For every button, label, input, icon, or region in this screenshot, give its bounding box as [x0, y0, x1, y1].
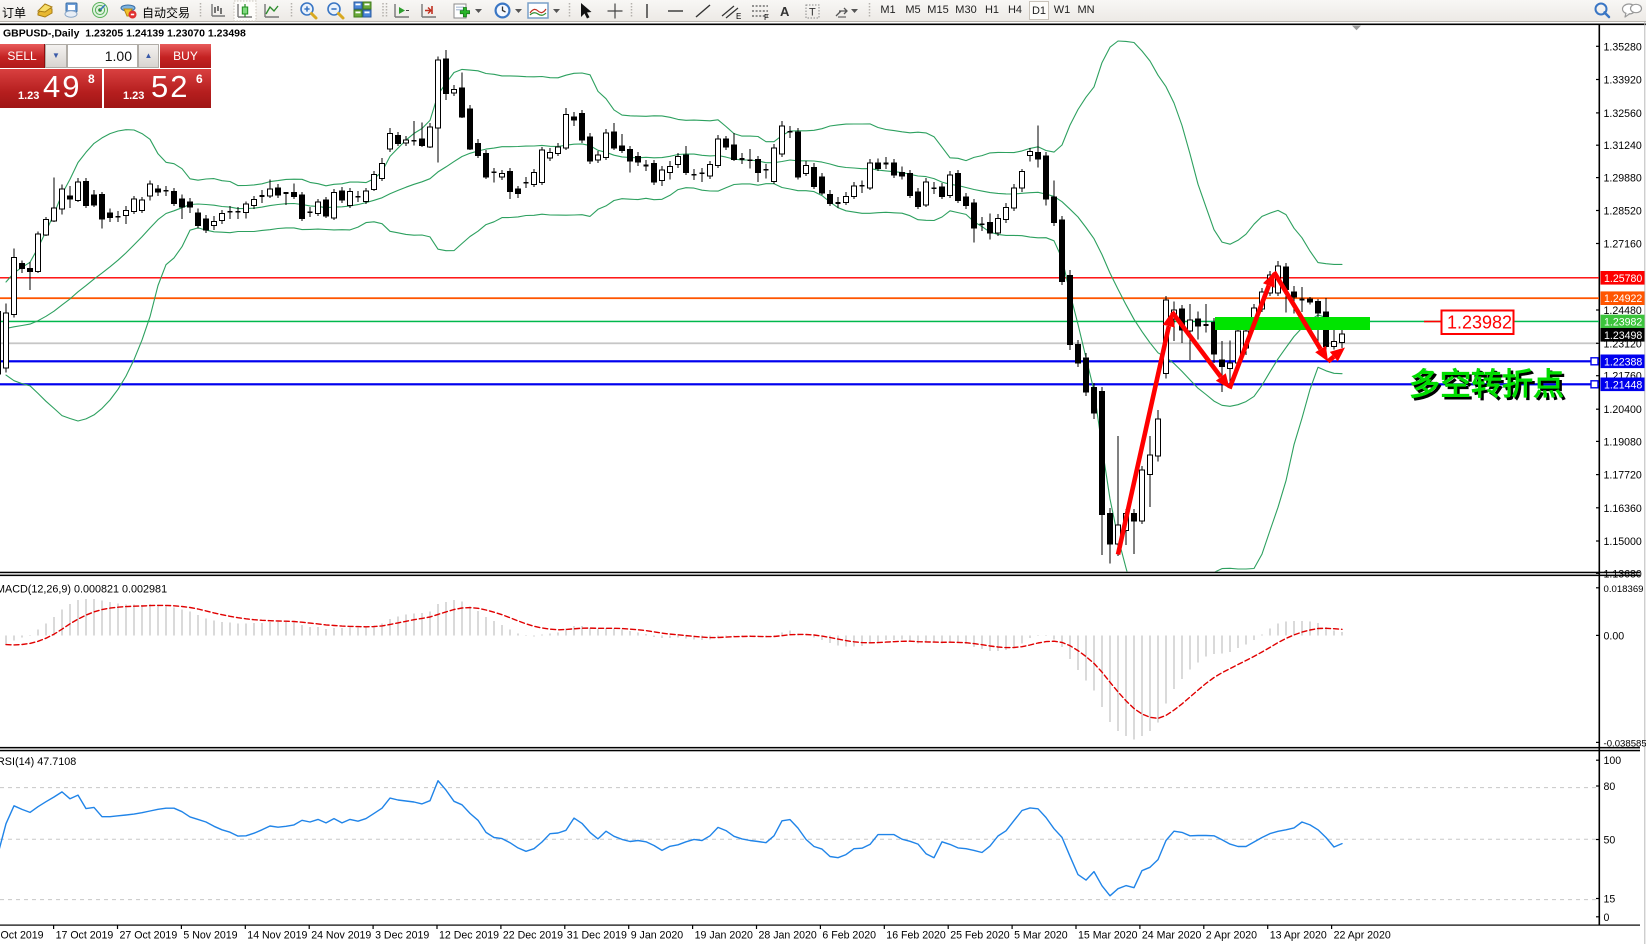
- svg-text:17 Oct 2019: 17 Oct 2019: [56, 930, 114, 942]
- svg-text:1.22388: 1.22388: [1604, 356, 1642, 368]
- svg-text:A: A: [780, 4, 790, 19]
- svg-text:1.32560: 1.32560: [1604, 108, 1642, 120]
- svg-text:22 Dec 2019: 22 Dec 2019: [503, 930, 563, 942]
- svg-text:9 Jan 2020: 9 Jan 2020: [631, 930, 684, 942]
- svg-text:1.28520: 1.28520: [1604, 206, 1642, 218]
- svg-text:2 Apr 2020: 2 Apr 2020: [1206, 930, 1257, 942]
- svg-text:1.23982: 1.23982: [1447, 313, 1512, 333]
- svg-text:27 Oct 2019: 27 Oct 2019: [120, 930, 178, 942]
- svg-text:24 Nov 2019: 24 Nov 2019: [311, 930, 371, 942]
- svg-text:1.17720: 1.17720: [1604, 470, 1642, 482]
- svg-text:多空转折点: 多空转折点: [1409, 367, 1564, 402]
- svg-text:1.31240: 1.31240: [1604, 140, 1642, 152]
- svg-text:1.23982: 1.23982: [1604, 317, 1642, 329]
- svg-text:1.24922: 1.24922: [1604, 293, 1642, 305]
- svg-text:1.24480: 1.24480: [1604, 305, 1642, 317]
- svg-text:0.018369: 0.018369: [1604, 584, 1644, 595]
- svg-text:5 Nov 2019: 5 Nov 2019: [183, 930, 237, 942]
- svg-text:3 Dec 2019: 3 Dec 2019: [375, 930, 429, 942]
- svg-text:1.13680: 1.13680: [1604, 568, 1642, 580]
- svg-text:GBPUSD-,Daily 1.23205 1.24139: GBPUSD-,Daily 1.23205 1.24139 1.23070 1.…: [3, 28, 246, 40]
- svg-text:100: 100: [1604, 755, 1622, 767]
- svg-text:-0.038585: -0.038585: [1604, 738, 1646, 749]
- svg-text:31 Dec 2019: 31 Dec 2019: [567, 930, 627, 942]
- svg-text:1.27160: 1.27160: [1604, 239, 1642, 251]
- svg-text:12 Dec 2019: 12 Dec 2019: [439, 930, 499, 942]
- svg-text:E: E: [736, 12, 741, 21]
- svg-text:6 Feb 2020: 6 Feb 2020: [822, 930, 876, 942]
- svg-text:1.21448: 1.21448: [1604, 379, 1642, 391]
- svg-text:MACD(12,26,9) 0.000821 0.00298: MACD(12,26,9) 0.000821 0.002981: [0, 584, 167, 596]
- svg-text:1.15000: 1.15000: [1604, 536, 1642, 548]
- svg-text:14 Nov 2019: 14 Nov 2019: [247, 930, 307, 942]
- svg-text:RSI(14) 47.7108: RSI(14) 47.7108: [0, 756, 76, 768]
- svg-text:13 Apr 2020: 13 Apr 2020: [1270, 930, 1327, 942]
- svg-text:1.16360: 1.16360: [1604, 503, 1642, 515]
- svg-text:15 Mar 2020: 15 Mar 2020: [1078, 930, 1138, 942]
- svg-text:1.25780: 1.25780: [1604, 273, 1642, 285]
- svg-text:1.19080: 1.19080: [1604, 436, 1642, 448]
- svg-text:1.29880: 1.29880: [1604, 173, 1642, 185]
- svg-text:16 Feb 2020: 16 Feb 2020: [886, 930, 946, 942]
- svg-text:50: 50: [1604, 835, 1616, 847]
- svg-text:80: 80: [1604, 781, 1616, 793]
- svg-text:25 Feb 2020: 25 Feb 2020: [950, 930, 1010, 942]
- svg-text:F: F: [764, 13, 769, 22]
- svg-text:22 Apr 2020: 22 Apr 2020: [1334, 930, 1391, 942]
- svg-text:5 Mar 2020: 5 Mar 2020: [1014, 930, 1068, 942]
- svg-text:1.35280: 1.35280: [1604, 41, 1642, 53]
- svg-text:0: 0: [1604, 912, 1610, 924]
- svg-text:7 Oct 2019: 7 Oct 2019: [0, 930, 44, 942]
- svg-text:0.00: 0.00: [1604, 630, 1625, 642]
- svg-text:28 Jan 2020: 28 Jan 2020: [759, 930, 817, 942]
- svg-text:T: T: [809, 7, 816, 19]
- svg-text:19 Jan 2020: 19 Jan 2020: [695, 930, 753, 942]
- svg-text:15: 15: [1604, 894, 1616, 906]
- svg-text:1.23498: 1.23498: [1604, 330, 1642, 342]
- svg-text:1.20400: 1.20400: [1604, 404, 1642, 416]
- svg-text:1.33920: 1.33920: [1604, 75, 1642, 87]
- svg-text:24 Mar 2020: 24 Mar 2020: [1142, 930, 1202, 942]
